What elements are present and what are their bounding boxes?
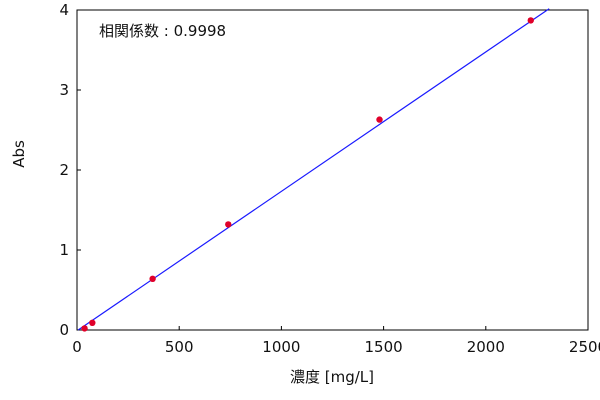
x-tick-label: 1500 xyxy=(365,338,403,356)
data-point xyxy=(149,275,156,282)
data-point xyxy=(89,319,96,326)
data-point xyxy=(225,221,232,228)
x-tick-label: 2000 xyxy=(467,338,505,356)
y-axis-ticks: 0 1 2 3 4 xyxy=(59,1,81,339)
correlation-annotation: 相関係数 : 0.9998 xyxy=(99,22,226,40)
data-point xyxy=(527,17,534,24)
y-tick-label: 2 xyxy=(59,161,69,179)
plot-area xyxy=(76,9,589,331)
fit-line-layer xyxy=(77,8,550,331)
y-tick-label: 3 xyxy=(59,81,69,99)
y-axis-title: Abs xyxy=(10,140,28,168)
x-tick-label: 500 xyxy=(165,338,194,356)
x-tick-label: 0 xyxy=(72,338,82,356)
data-point xyxy=(81,325,88,332)
data-points-layer xyxy=(81,17,534,332)
x-tick-label: 1000 xyxy=(262,338,300,356)
data-point xyxy=(376,116,383,123)
x-axis-title: 濃度 [mg/L] xyxy=(290,368,374,386)
y-tick-label: 1 xyxy=(59,241,69,259)
y-tick-label: 0 xyxy=(59,321,69,339)
y-tick-label: 4 xyxy=(59,1,69,19)
regression-line xyxy=(77,8,550,331)
